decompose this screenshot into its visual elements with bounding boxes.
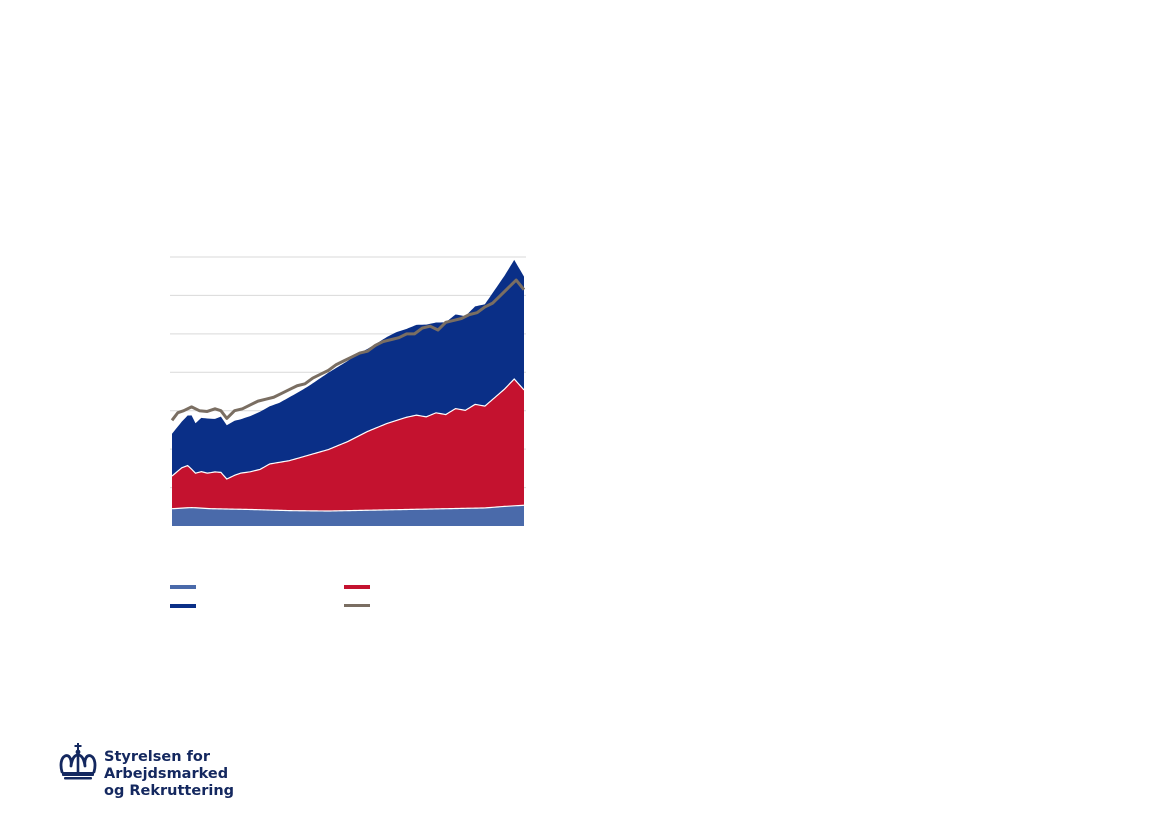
area-series-c (172, 259, 524, 480)
logo-text: Styrelsen for Arbejdsmarked og Rekrutter… (104, 749, 338, 800)
line-series (170, 278, 526, 422)
logo-line-2: og Rekruttering (104, 783, 235, 799)
legend-item-series-a (170, 585, 204, 589)
area-series-b (172, 379, 524, 512)
chart-area (150, 240, 550, 540)
legend-swatch-series-c (170, 604, 196, 608)
logo: Styrelsen for Arbejdsmarked og Rekrutter… (58, 742, 338, 799)
legend-item-series-b (344, 585, 378, 589)
legend-swatch-series-a (170, 585, 196, 589)
logo-line-1: Styrelsen for Arbejdsmarked (104, 749, 229, 782)
crown-icon (59, 743, 97, 780)
legend (170, 585, 570, 625)
legend-swatch-series-total (344, 604, 370, 607)
line-series-total (170, 278, 526, 422)
area-series-a (172, 505, 524, 526)
area-separator-1 (171, 504, 525, 512)
legend-swatch-series-b (344, 585, 370, 589)
area-series (171, 259, 525, 526)
stacked-area-chart (170, 256, 526, 526)
legend-item-series-c (170, 604, 204, 608)
area-separator-2 (171, 378, 525, 480)
legend-item-series-total (344, 604, 378, 607)
